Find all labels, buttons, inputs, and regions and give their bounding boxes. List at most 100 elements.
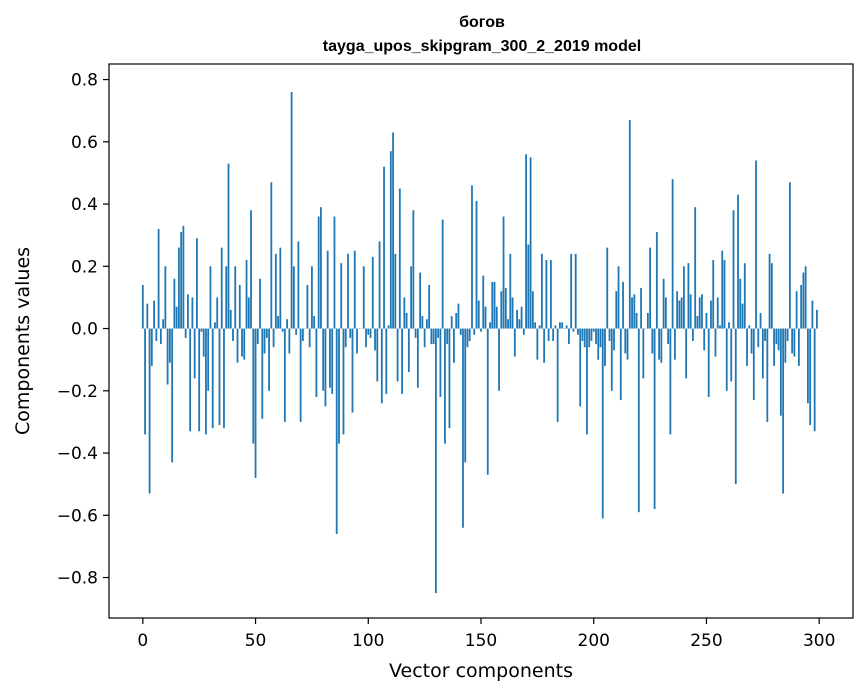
y-tick-label: 0.2 <box>71 257 98 277</box>
bar <box>234 266 237 329</box>
bar <box>615 291 618 329</box>
bar <box>315 328 318 398</box>
bar <box>637 328 640 513</box>
bar <box>184 328 187 338</box>
bar <box>673 328 676 360</box>
bar <box>766 328 769 422</box>
bar <box>202 328 205 357</box>
bar <box>549 260 552 329</box>
bar <box>335 328 338 534</box>
bar <box>527 244 530 329</box>
chart-subtitle: tayga_upos_skipgram_300_2_2019 model <box>323 38 641 55</box>
bar <box>689 294 692 329</box>
bar <box>773 328 775 366</box>
bar <box>410 266 413 329</box>
y-tick-label: 0.8 <box>71 71 98 91</box>
bar <box>148 328 151 494</box>
bars <box>141 92 818 594</box>
bar <box>448 328 451 429</box>
bar <box>462 328 464 528</box>
bar <box>640 288 642 329</box>
bar <box>268 328 270 391</box>
bar <box>198 328 201 432</box>
bar <box>450 316 453 329</box>
bar <box>561 322 564 329</box>
bar <box>180 232 183 329</box>
y-tick-label: 0.0 <box>71 320 98 340</box>
bar <box>473 328 476 335</box>
bar <box>279 247 282 329</box>
bar <box>707 328 710 398</box>
bar <box>369 328 372 338</box>
bar <box>252 328 255 444</box>
bar <box>272 328 275 348</box>
bar <box>518 319 521 329</box>
bar <box>626 328 629 360</box>
bar <box>484 306 487 329</box>
bar <box>543 328 546 363</box>
bar <box>387 325 390 329</box>
bar <box>421 316 424 329</box>
bar <box>529 157 532 329</box>
bar <box>238 284 241 329</box>
bar <box>453 328 455 363</box>
bar <box>232 328 234 341</box>
bar <box>777 328 780 351</box>
bar <box>380 328 383 404</box>
bar <box>577 328 579 335</box>
bar <box>522 328 525 335</box>
bar <box>797 328 800 366</box>
bar <box>207 328 210 391</box>
bar <box>685 328 688 379</box>
bar <box>344 328 347 348</box>
bar <box>498 328 500 391</box>
bar <box>288 328 291 354</box>
bar <box>196 238 198 329</box>
bar <box>263 328 266 354</box>
bar <box>365 328 367 348</box>
bar <box>748 325 751 329</box>
bar <box>599 328 602 348</box>
bar <box>545 260 548 329</box>
bar <box>755 160 757 329</box>
x-tick-label: 50 <box>245 631 267 651</box>
bar <box>349 328 352 338</box>
bar <box>401 328 403 394</box>
bar <box>583 328 586 348</box>
bar <box>552 328 555 341</box>
bar <box>286 319 289 329</box>
bar <box>455 312 458 329</box>
bar <box>504 288 507 329</box>
bar <box>531 291 534 329</box>
bar <box>513 328 516 357</box>
bar <box>624 328 627 354</box>
bar <box>520 306 523 329</box>
bar <box>308 328 311 348</box>
bar <box>804 266 807 329</box>
bar <box>159 328 162 345</box>
bar <box>205 328 207 435</box>
bar <box>340 263 343 329</box>
bar <box>701 294 703 329</box>
bar <box>809 328 812 426</box>
bar <box>459 328 462 335</box>
bar <box>338 328 340 444</box>
bar <box>311 266 313 329</box>
bar <box>568 328 570 345</box>
x-tick-label: 200 <box>578 631 610 651</box>
bar <box>788 182 791 329</box>
bar <box>331 328 334 394</box>
bar <box>394 253 397 329</box>
bar <box>362 266 365 329</box>
bar <box>250 210 252 329</box>
bar <box>189 328 192 432</box>
bar <box>791 328 794 354</box>
bar <box>737 194 739 329</box>
bar <box>775 328 778 345</box>
bar <box>299 328 302 422</box>
bar <box>619 328 622 401</box>
y-axis: −0.8 −0.6 −0.4 −0.2 0.0 0.2 0.4 0.6 0.8 <box>57 71 109 589</box>
bar <box>428 284 431 329</box>
bar <box>811 300 814 329</box>
x-axis: 0 50 100 150 200 250 300 <box>137 618 835 651</box>
